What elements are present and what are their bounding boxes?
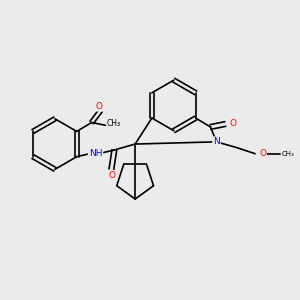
Text: O: O: [229, 119, 236, 128]
Text: O: O: [259, 149, 266, 158]
Text: O: O: [96, 102, 103, 111]
Text: O: O: [109, 171, 116, 180]
Text: NH: NH: [89, 149, 102, 158]
Text: CH₃: CH₃: [107, 119, 121, 128]
Text: CH₃: CH₃: [281, 151, 294, 157]
Text: N: N: [213, 137, 220, 146]
